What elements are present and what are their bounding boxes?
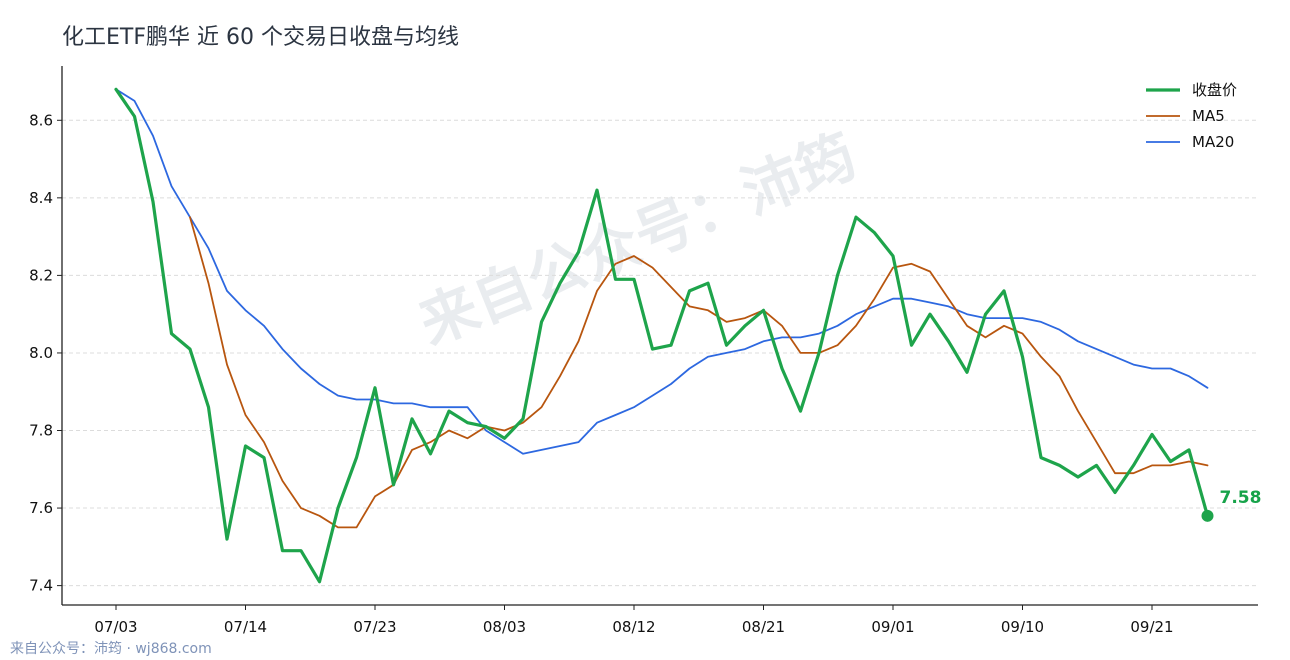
chart-title: 化工ETF鹏华 近 60 个交易日收盘与均线 — [62, 25, 459, 50]
ma5-line — [189, 216, 1209, 529]
x-tick-label: 09/21 — [1130, 618, 1173, 636]
x-tick-label: 07/14 — [224, 618, 267, 636]
y-tick-label: 7.8 — [29, 422, 53, 440]
y-axis-ticks: 7.4 7.6 7.8 8.0 8.2 8.4 8.6 — [29, 111, 62, 595]
x-tick-label: 08/03 — [483, 618, 526, 636]
ma20-line — [115, 88, 1209, 455]
y-tick-label: 8.4 — [29, 189, 53, 207]
y-tick-label: 8.2 — [29, 266, 53, 284]
x-tick-label: 07/23 — [353, 618, 396, 636]
legend: 收盘价 MA5 MA20 — [1146, 81, 1237, 151]
x-tick-label: 09/01 — [871, 618, 914, 636]
series-group: 7.58 — [114, 87, 1262, 584]
legend-label-close-price-line: 收盘价 — [1192, 81, 1237, 99]
x-tick-label: 08/21 — [742, 618, 785, 636]
y-tick-label: 8.0 — [29, 344, 53, 362]
y-tick-label: 7.6 — [29, 499, 53, 517]
x-tick-label: 07/03 — [94, 618, 137, 636]
grid-lines — [62, 119, 1258, 587]
y-tick-label: 8.6 — [29, 111, 53, 129]
legend-label-ma20-line: MA20 — [1192, 133, 1234, 151]
last-close-label: 7.58 — [1220, 488, 1262, 508]
x-axis-ticks: 07/03 07/14 07/23 08/03 08/12 08/21 09/01 09/10… — [94, 605, 1174, 636]
x-tick-label: 09/10 — [1001, 618, 1044, 636]
y-tick-label: 7.4 — [29, 577, 53, 595]
x-tick-label: 08/12 — [612, 618, 655, 636]
watermark: 来自公众号：沛筠 — [410, 121, 866, 358]
footer-credit: 来自公众号：沛筠 · wj868.com — [10, 640, 212, 657]
close-price-line — [114, 87, 1210, 584]
legend-label-ma5-line: MA5 — [1192, 107, 1225, 125]
last-close-point — [1201, 509, 1214, 522]
